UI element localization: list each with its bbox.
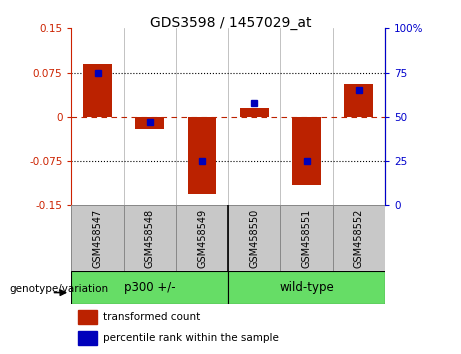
Bar xyxy=(78,310,96,324)
Text: percentile rank within the sample: percentile rank within the sample xyxy=(103,333,279,343)
Text: GSM458552: GSM458552 xyxy=(354,209,364,268)
Text: GSM458550: GSM458550 xyxy=(249,209,260,268)
Bar xyxy=(83,64,112,117)
Bar xyxy=(188,117,217,194)
Bar xyxy=(71,271,228,304)
Bar xyxy=(176,205,228,271)
Text: p300 +/-: p300 +/- xyxy=(124,281,176,294)
Bar xyxy=(228,205,280,271)
Bar xyxy=(228,271,385,304)
Bar xyxy=(124,205,176,271)
Text: wild-type: wild-type xyxy=(279,281,334,294)
Text: GSM458551: GSM458551 xyxy=(301,209,312,268)
Text: transformed count: transformed count xyxy=(103,312,200,322)
Text: GSM458548: GSM458548 xyxy=(145,209,155,268)
Bar xyxy=(292,117,321,185)
Text: genotype/variation: genotype/variation xyxy=(9,284,108,293)
Bar xyxy=(280,205,333,271)
Text: GSM458547: GSM458547 xyxy=(93,209,103,268)
Bar xyxy=(344,84,373,117)
Text: GSM458549: GSM458549 xyxy=(197,209,207,268)
Bar xyxy=(71,205,124,271)
Bar xyxy=(333,205,385,271)
Text: GDS3598 / 1457029_at: GDS3598 / 1457029_at xyxy=(150,16,311,30)
Bar xyxy=(136,117,164,129)
Bar xyxy=(240,108,269,117)
Bar xyxy=(78,331,96,345)
